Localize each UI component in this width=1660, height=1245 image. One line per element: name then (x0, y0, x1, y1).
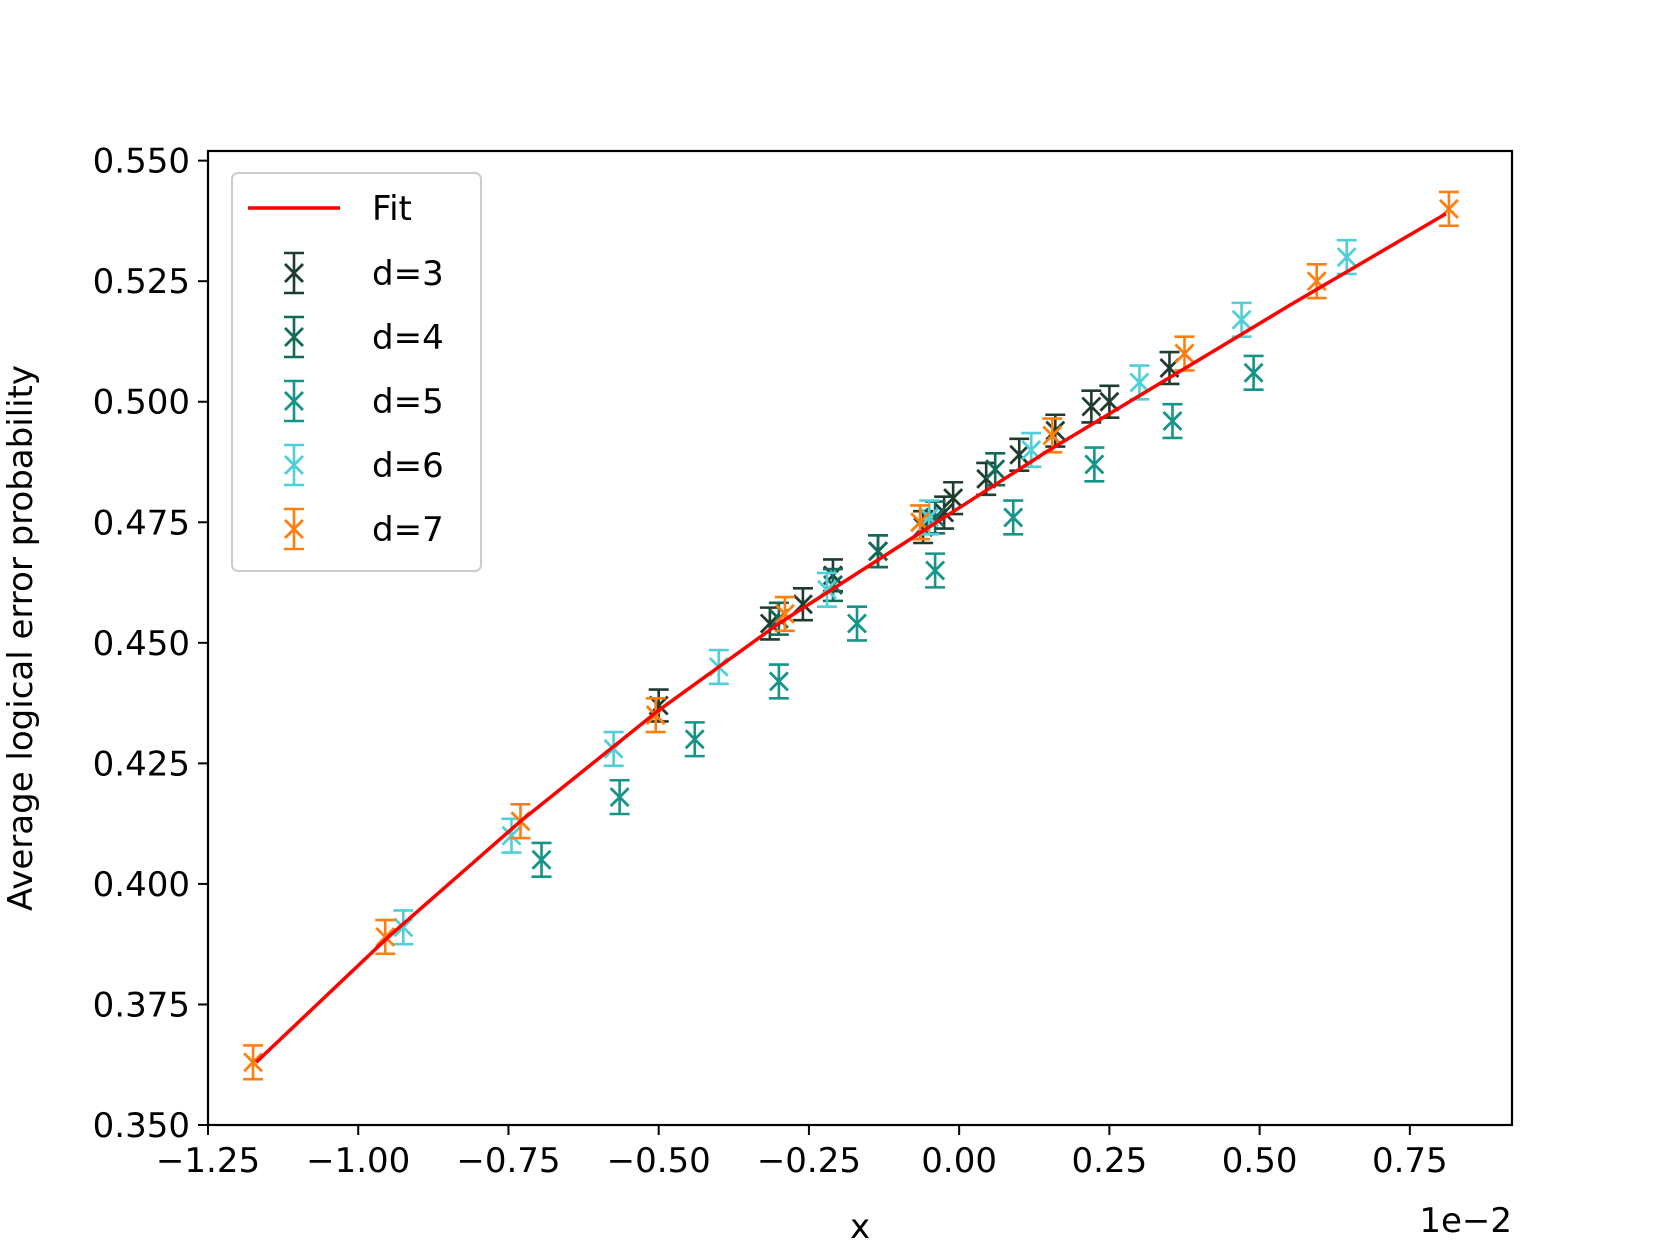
x-marker (985, 459, 1006, 480)
legend-label: d=6 (372, 446, 444, 486)
data-point (603, 730, 624, 768)
y-tick-label: 0.375 (93, 985, 190, 1025)
x-tick-label: 0.00 (921, 1141, 997, 1181)
x-marker (1243, 362, 1264, 383)
data-point (684, 721, 705, 758)
x-marker (501, 825, 522, 846)
x-marker (943, 488, 964, 509)
x-axis-label: x (850, 1207, 870, 1245)
data-point (501, 817, 522, 854)
data-point (531, 841, 552, 878)
data-point (284, 443, 304, 487)
data-point (816, 571, 837, 608)
data-point (243, 1044, 264, 1081)
data-point (284, 251, 304, 295)
y-tick-label: 0.550 (93, 142, 190, 182)
x-tick-label: −0.75 (456, 1141, 560, 1181)
x-tick-label: 0.50 (1222, 1141, 1298, 1181)
data-point (375, 918, 396, 956)
legend-label: d=7 (372, 510, 444, 550)
x-marker (1336, 247, 1357, 268)
y-axis-label: Average logical error probability (1, 365, 41, 911)
x-marker (1009, 444, 1030, 465)
x-tick-label: −1.25 (156, 1141, 260, 1181)
x-marker (284, 455, 304, 475)
series-d-5 (531, 354, 1264, 878)
x-marker (284, 391, 304, 411)
x-marker (1084, 454, 1105, 475)
series-d-7 (243, 190, 1459, 1081)
legend-label: d=4 (372, 318, 444, 358)
x-marker (1099, 391, 1120, 412)
x-marker (1162, 411, 1183, 432)
x-tick-label: −1.00 (306, 1141, 410, 1181)
data-point (284, 315, 304, 359)
data-point (393, 909, 414, 946)
y-tick-label: 0.350 (93, 1106, 190, 1146)
x-marker (284, 263, 304, 283)
x-marker (375, 926, 396, 947)
data-point (768, 663, 789, 700)
fit-line (254, 212, 1447, 1064)
data-point (1084, 446, 1105, 483)
data-point (1162, 402, 1183, 440)
y-tick-label: 0.525 (93, 262, 190, 302)
plot-marks (243, 190, 1459, 1081)
x-marker (774, 603, 795, 624)
x-marker (1042, 425, 1063, 446)
x-marker (609, 787, 630, 808)
data-point (284, 507, 304, 551)
x-marker (1129, 372, 1150, 393)
data-point (925, 552, 946, 589)
x-marker (925, 560, 946, 581)
x-marker (243, 1052, 264, 1073)
x-tick-label: −0.25 (757, 1141, 861, 1181)
x-marker (684, 729, 705, 750)
x-marker (1231, 309, 1252, 330)
data-point (1243, 354, 1264, 391)
x-marker (531, 849, 552, 870)
y-tick-label: 0.400 (93, 865, 190, 905)
legend-fit-label: Fit (372, 189, 412, 229)
y-tick-label: 0.425 (93, 744, 190, 784)
y-tick-label: 0.475 (93, 503, 190, 543)
y-tick-label: 0.450 (93, 624, 190, 664)
data-point (1438, 190, 1459, 228)
x-offset-label: 1e−2 (1419, 1201, 1512, 1241)
axis-ticks: −1.25 −1.00 −0.75 −0.50 −0.25 0.00 0.25 0.50 0.7… (93, 142, 1448, 1181)
x-marker (847, 613, 867, 634)
legend-label: d=3 (372, 254, 444, 294)
x-tick-label: 0.75 (1372, 1141, 1448, 1181)
x-tick-label: −0.50 (607, 1141, 711, 1181)
x-tick-label: 0.25 (1072, 1141, 1148, 1181)
x-marker (1003, 507, 1024, 528)
x-marker (284, 327, 304, 347)
legend-label: d=5 (372, 382, 444, 422)
data-point (846, 605, 867, 642)
data-point (1003, 499, 1024, 536)
x-marker (393, 917, 414, 938)
data-point (284, 379, 304, 423)
data-point (774, 595, 795, 633)
legend: Fit d=3 d=4 d=5 d=6 d=7 (231, 172, 482, 572)
x-marker (284, 519, 304, 539)
series-d-6 (393, 238, 1357, 946)
plot-frame (206, 149, 1514, 1127)
x-marker (1081, 396, 1102, 417)
data-point (792, 587, 813, 622)
y-tick-label: 0.500 (93, 383, 190, 423)
x-marker (768, 671, 789, 692)
data-point (1081, 389, 1102, 424)
data-point (609, 778, 630, 816)
x-marker (1174, 343, 1195, 364)
